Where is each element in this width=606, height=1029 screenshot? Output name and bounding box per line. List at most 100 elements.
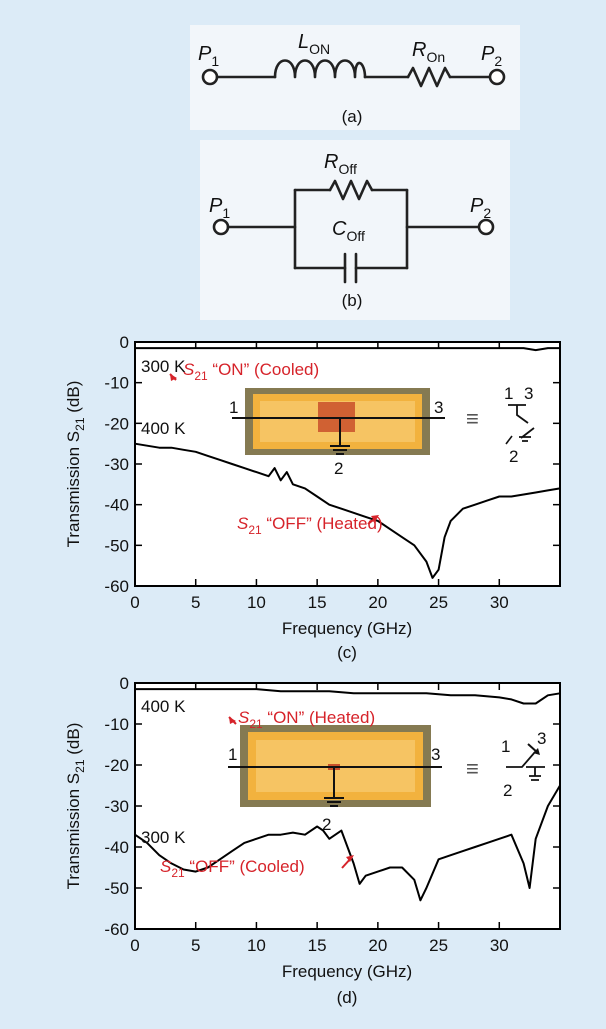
x-tick-label: 0 xyxy=(130,936,139,955)
label-p2-b: P2 xyxy=(470,195,491,221)
arrowhead-on-c xyxy=(170,374,177,381)
device-image-d xyxy=(228,725,442,807)
y-tick-label: -60 xyxy=(104,920,129,939)
label-sym1-c: 1 xyxy=(504,384,513,403)
plot-area-c xyxy=(134,341,561,587)
y-tick-label: -10 xyxy=(104,374,129,393)
terminal-p1-a xyxy=(201,68,219,86)
label-sym2-d: 2 xyxy=(503,781,512,800)
arrowhead-off-c xyxy=(371,515,379,522)
traces-c xyxy=(134,347,561,579)
caption-b: (b) xyxy=(342,291,363,310)
circuit-a: P1 P2 LON ROn (a) xyxy=(190,25,520,130)
label-resistor-on: ROn xyxy=(412,39,445,65)
x-tick-label: 20 xyxy=(368,593,387,612)
series-line-2 xyxy=(134,784,561,902)
x-tick-label: 25 xyxy=(429,936,448,955)
label-sym2-c: 2 xyxy=(509,447,518,466)
y-tick-label: -60 xyxy=(104,577,129,596)
resistor-on-symbol xyxy=(406,66,452,88)
x-tick-label: 30 xyxy=(490,936,509,955)
y-tick-label: 0 xyxy=(120,333,129,352)
label-top-temp-d: 400 K xyxy=(141,697,186,716)
y-tick-labels-d: 0 -10 -20 -30 -40 -50 -60 xyxy=(104,674,129,939)
circuit-b: P1 P2 ROff COff (b) xyxy=(200,140,510,320)
chart-c: 0 -10 -20 -30 -40 -50 -60 0 5 10 15 20 25 30 300 K 4… xyxy=(64,333,561,662)
series-line-2 xyxy=(134,442,561,579)
label-p2-a: P2 xyxy=(481,43,502,69)
y-tick-label: -20 xyxy=(104,414,129,433)
caption-d: (d) xyxy=(337,988,358,1007)
label-equivalent-c: ≡ xyxy=(466,406,479,431)
label-top-temp-c: 300 K xyxy=(141,357,186,376)
label-port1-d: 1 xyxy=(228,745,237,764)
caption-c: (c) xyxy=(337,643,357,662)
inductor-symbol xyxy=(273,59,367,79)
y-tick-label: -30 xyxy=(104,455,129,474)
label-resistor-off: ROff xyxy=(324,151,357,177)
x-tick-label: 10 xyxy=(247,936,266,955)
label-sym1-d: 1 xyxy=(501,737,510,756)
terminal-p2-a xyxy=(488,68,506,86)
x-tick-label: 10 xyxy=(247,593,266,612)
label-port3-d: 3 xyxy=(431,745,440,764)
x-tick-label: 0 xyxy=(130,593,139,612)
device-ground-d xyxy=(324,767,344,807)
series-line-1 xyxy=(135,688,561,705)
chart-d: 0 -10 -20 -30 -40 -50 -60 0 5 10 15 20 25 30 400 K 3… xyxy=(64,674,561,1007)
y-tick-label: 0 xyxy=(120,674,129,693)
label-off-state-c: S21 “OFF” (Heated) xyxy=(237,514,383,537)
y-tick-label: -50 xyxy=(104,879,129,898)
label-on-state-d: S21 “ON” (Heated) xyxy=(238,708,375,731)
y-tick-label: -30 xyxy=(104,797,129,816)
label-port2-d: 2 xyxy=(322,815,331,834)
label-equivalent-d: ≡ xyxy=(466,756,479,781)
label-capacitor-off: COff xyxy=(332,218,365,244)
x-tick-label: 30 xyxy=(490,593,509,612)
y-tick-label: -40 xyxy=(104,838,129,857)
x-axis-label-c: Frequency (GHz) xyxy=(282,619,412,638)
x-tick-label: 25 xyxy=(429,593,448,612)
label-p1-b: P1 xyxy=(209,195,230,221)
y-tick-labels-c: 0 -10 -20 -30 -40 -50 -60 xyxy=(104,333,129,596)
caption-a: (a) xyxy=(342,107,363,126)
label-port1-c: 1 xyxy=(229,398,238,417)
y-axis-label-c: Transmission S21 (dB) xyxy=(64,381,87,548)
x-tick-label: 15 xyxy=(308,593,327,612)
label-bottom-temp-d: 300 K xyxy=(141,828,186,847)
switch-pointer-c xyxy=(505,435,513,445)
arrowhead-on-d xyxy=(229,717,236,724)
y-tick-label: -10 xyxy=(104,715,129,734)
switch-closed-symbol-c xyxy=(508,404,535,442)
resistor-off-symbol xyxy=(328,179,374,201)
terminal-p2-b xyxy=(477,218,495,236)
x-tick-label: 5 xyxy=(191,936,200,955)
switch-pointer-head-d xyxy=(533,748,540,755)
circuit-b-background xyxy=(200,140,510,320)
device-image-c xyxy=(232,388,445,455)
label-p1-a: P1 xyxy=(198,43,219,69)
label-bottom-temp-c: 400 K xyxy=(141,419,186,438)
x-tick-label: 5 xyxy=(191,593,200,612)
y-tick-label: -40 xyxy=(104,496,129,515)
label-on-state-c: S21 “ON” (Cooled) xyxy=(183,360,319,383)
x-tick-label: 20 xyxy=(368,936,387,955)
y-axis-label-d: Transmission S21 (dB) xyxy=(64,723,87,890)
x-tick-labels-c: 0 5 10 15 20 25 30 xyxy=(130,593,508,612)
x-tick-label: 15 xyxy=(308,936,327,955)
traces-d xyxy=(134,688,561,902)
y-tick-label: -50 xyxy=(104,536,129,555)
y-tick-label: -20 xyxy=(104,756,129,775)
label-off-state-d: S21 “OFF” (Cooled) xyxy=(160,857,305,880)
label-port3-c: 3 xyxy=(434,398,443,417)
label-inductor: LON xyxy=(298,31,330,57)
device-ground-c xyxy=(330,418,350,455)
label-port2-c: 2 xyxy=(334,459,343,478)
x-axis-label-d: Frequency (GHz) xyxy=(282,962,412,981)
arrowhead-off-d xyxy=(346,855,354,862)
x-tick-labels-d: 0 5 10 15 20 25 30 xyxy=(130,936,508,955)
label-sym3-c: 3 xyxy=(524,384,533,403)
terminal-p1-b xyxy=(212,218,230,236)
